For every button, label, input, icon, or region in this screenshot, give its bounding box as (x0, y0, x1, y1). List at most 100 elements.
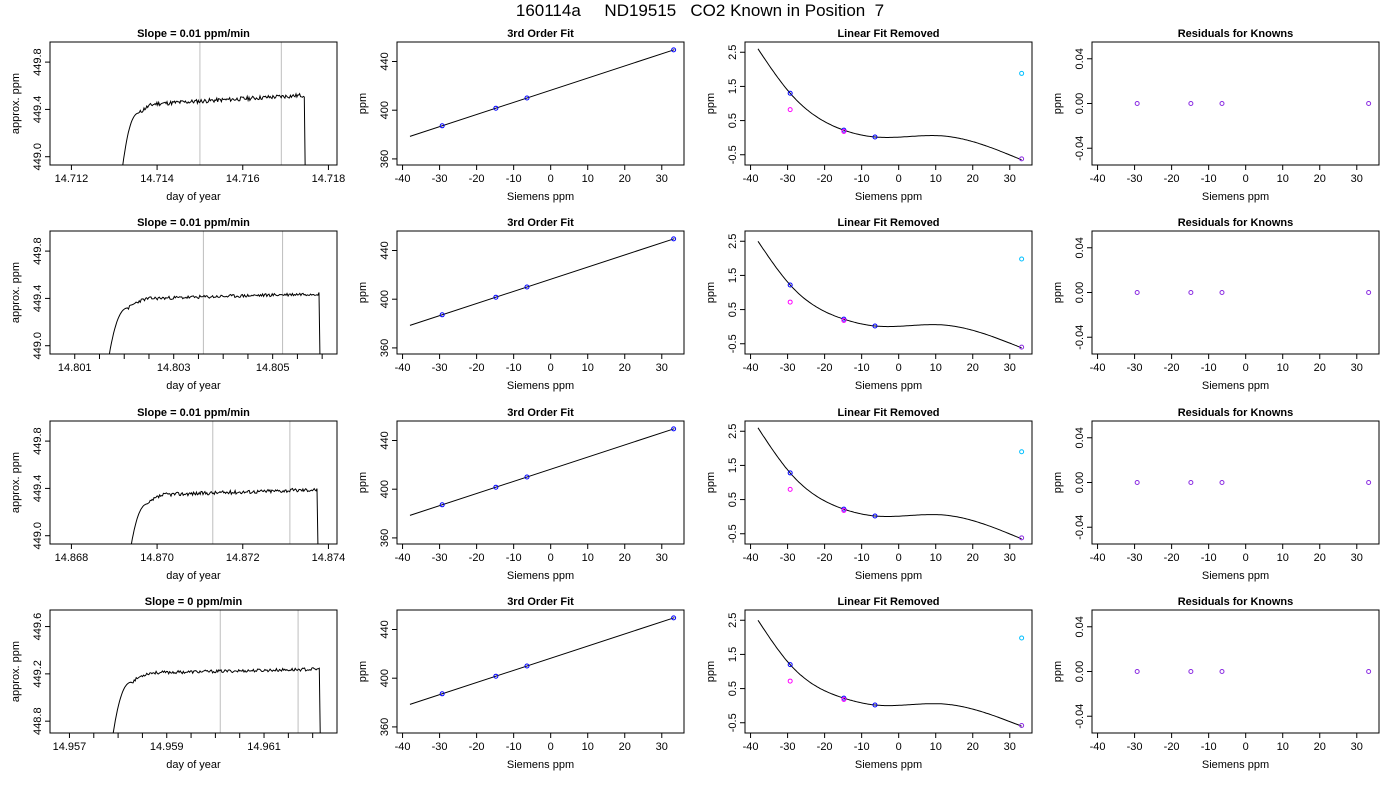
panel-1-3-point (787, 90, 793, 96)
page-title: 160114a ND19515 CO2 Known in Position 7 (515, 1, 885, 20)
panel-3-2-xtick-label: -40 (395, 552, 411, 564)
panel-3-3-xtick-label: -30 (780, 552, 796, 564)
panel-3-4-xtick-label: 30 (1351, 552, 1363, 564)
panel-1-2-xtick-label: -30 (432, 173, 448, 185)
panel-4-2-point (439, 691, 445, 697)
panel-2-2-ytick-label: 400 (379, 290, 391, 308)
panel-4-1-ytick-label: 449.2 (32, 660, 44, 688)
panel-3-1-title: Slope = 0.01 ppm/min (137, 407, 250, 419)
panel-4-2: 3rd Order Fit -40 -30 -20 -10 0 10 20 30 360 400 44… (357, 596, 685, 771)
panel-3-2-point (493, 484, 499, 490)
panel-1-1-xtick-label: 14.716 (226, 173, 260, 185)
panel-2-2-xtick-label: 20 (619, 362, 631, 374)
panel-2-4-point (1219, 290, 1225, 295)
panel-4-3-point (787, 662, 793, 668)
panel-3-4-xlabel: Siemens ppm (1202, 570, 1269, 582)
panel-4-3-ytick-label: 1.5 (727, 647, 739, 662)
panel-1-3-plot-area (757, 48, 1025, 162)
panel-4-2-ytick-label: 400 (379, 669, 391, 687)
panel-4-3-xtick-label: -10 (854, 741, 870, 753)
panel-2-2-point (671, 236, 677, 242)
panel-4-4-xtick-label: 0 (1243, 741, 1249, 753)
panel-4-2-xtick-label: 0 (548, 741, 554, 753)
panel-3-2-fit-line (409, 428, 675, 516)
panel-3-3-point (1019, 449, 1025, 455)
panel-3-2-ytick-label: 440 (379, 431, 391, 449)
panel-1-3-xtick-label: 20 (967, 173, 979, 185)
panel-3-2: 3rd Order Fit -40 -30 -20 -10 0 10 20 30 360 400 44… (357, 407, 685, 582)
panel-4-1-frame (49, 609, 338, 734)
panel-1-3-point (841, 129, 847, 135)
panel-4-1-plot-area (112, 610, 321, 733)
panel-3-1-ytick-label: 449.4 (32, 475, 44, 503)
panel-1-4-xtick-label: -30 (1127, 173, 1143, 185)
panel-1-3-point (1019, 70, 1025, 76)
panel-2-1-plot-area (108, 231, 321, 354)
panel-3-3-xtick-label: 10 (930, 552, 942, 564)
panel-4-2-xlabel: Siemens ppm (507, 759, 574, 771)
panel-2-4-ytick-label: -0.04 (1074, 325, 1086, 350)
panel-3-1-trace (130, 487, 319, 544)
panel-4-2-xtick-label: 30 (656, 741, 668, 753)
panel-1-2-xtick-label: -10 (506, 173, 522, 185)
panel-3-3-title: Linear Fit Removed (837, 407, 939, 419)
panel-1-3-ytick-label: 2.5 (727, 45, 739, 60)
panel-1-1-title: Slope = 0.01 ppm/min (137, 28, 250, 40)
panel-4-3-ytick-label: 2.5 (727, 613, 739, 628)
panel-2-4-xlabel: Siemens ppm (1202, 380, 1269, 392)
panel-3-1-xtick-label: 14.868 (55, 552, 89, 564)
panel-4-2-xtick-label: -30 (432, 741, 448, 753)
panel-3-4-xtick-label: 0 (1243, 552, 1249, 564)
panel-4-3-xtick-label: 20 (967, 741, 979, 753)
panel-3-3-point (787, 486, 793, 492)
panel-3-2-ytick-label: 400 (379, 480, 391, 498)
panel-4-2-point (524, 663, 530, 669)
panel-1-4-point (1366, 101, 1372, 106)
panel-1-4-xlabel: Siemens ppm (1202, 191, 1269, 203)
panel-1-4-title: Residuals for Knowns (1178, 28, 1294, 40)
panel-3-3-xtick-label: -40 (743, 552, 759, 564)
panel-4-2-xtick-label: -40 (395, 741, 411, 753)
panel-2-4-title: Residuals for Knowns (1178, 217, 1294, 229)
panel-2-2-ytick-label: 440 (379, 241, 391, 259)
panel-2-1-ytick-label: 449.4 (32, 285, 44, 313)
panel-2-3-xtick-label: 0 (896, 362, 902, 374)
panel-3-3-plot-area (757, 427, 1025, 541)
panel-2-2-xtick-label: -40 (395, 362, 411, 374)
panel-4-2-title: 3rd Order Fit (507, 596, 574, 608)
panel-4-3-ytick-label: -0.5 (727, 713, 739, 732)
panel-3-1-ylabel: approx. ppm (10, 452, 22, 513)
panel-2-4-xtick-label: -30 (1127, 362, 1143, 374)
panel-4-1-title: Slope = 0 ppm/min (145, 596, 243, 608)
panel-4-4-xtick-label: 10 (1277, 741, 1289, 753)
panel-2-4-xtick-label: -40 (1090, 362, 1106, 374)
panel-3-2-xtick-label: 10 (582, 552, 594, 564)
panel-1-2-xtick-label: 30 (656, 173, 668, 185)
panel-4-1-ytick-label: 449.6 (32, 613, 44, 641)
panel-4-1-ytick-label: 448.8 (32, 707, 44, 735)
panel-2-4-xtick-label: 10 (1277, 362, 1289, 374)
panel-3-2-xlabel: Siemens ppm (507, 570, 574, 582)
panel-2-2-xtick-label: -30 (432, 362, 448, 374)
panel-1-4: Residuals for Knowns -40 -30 -20 -10 0 10 20 30 -… (1052, 28, 1380, 203)
panel-2-4-ylabel: ppm (1052, 282, 1064, 303)
panel-2-2-plot-area (409, 236, 677, 326)
panel-3-4-ytick-label: -0.04 (1074, 515, 1086, 540)
panel-2-3-ytick-label: 1.5 (727, 268, 739, 283)
panel-4-4-point (1366, 669, 1372, 674)
panel-2-2-point (493, 294, 499, 300)
panel-2-2-ytick-label: 360 (379, 339, 391, 357)
panel-1-2-plot-area (409, 47, 677, 137)
panel-4-4-xtick-label: 30 (1351, 741, 1363, 753)
panel-1-3-xtick-label: -10 (854, 173, 870, 185)
panel-3-1-xtick-label: 14.872 (226, 552, 260, 564)
panel-3-4-ytick-label: 0.04 (1074, 427, 1086, 448)
panel-4-4-xtick-label: -10 (1201, 741, 1217, 753)
panel-3-4: Residuals for Knowns -40 -30 -20 -10 0 10 20 30 -… (1052, 407, 1380, 582)
panel-2-3-xtick-label: -10 (854, 362, 870, 374)
panel-1-3-ytick-label: 0.5 (727, 113, 739, 128)
panel-2-3-frame (744, 230, 1033, 355)
panel-4-2-point (671, 615, 677, 621)
panel-1-1-xlabel: day of year (166, 191, 221, 203)
panel-3-1-frame (49, 420, 338, 545)
